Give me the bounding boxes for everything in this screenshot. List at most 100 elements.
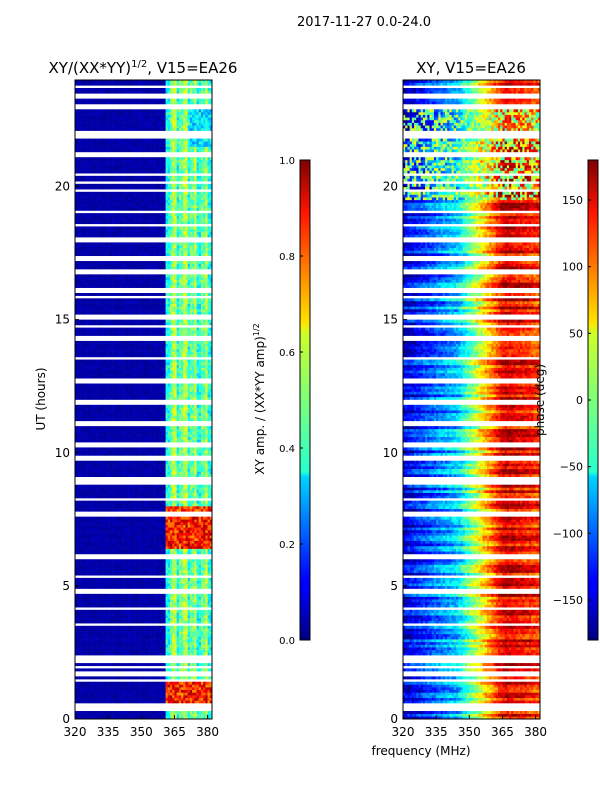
heatmap-cell bbox=[166, 628, 169, 631]
heatmap-cell bbox=[84, 618, 87, 621]
heatmap-cell bbox=[197, 644, 200, 647]
heatmap-cell bbox=[197, 437, 200, 440]
heatmap-cell bbox=[130, 570, 133, 573]
heatmap-cell bbox=[97, 517, 100, 520]
heatmap-cell bbox=[161, 644, 164, 647]
heatmap-cell bbox=[130, 676, 133, 679]
heatmap-cell bbox=[77, 490, 80, 493]
heatmap-cell bbox=[188, 668, 191, 671]
heatmap-cell bbox=[128, 485, 131, 488]
heatmap-cell bbox=[130, 636, 133, 639]
heatmap-cell bbox=[203, 549, 206, 552]
heatmap-cell bbox=[110, 474, 113, 477]
heatmap-cell bbox=[150, 642, 153, 645]
heatmap-cell bbox=[188, 474, 191, 477]
heatmap-cell bbox=[152, 698, 155, 701]
heatmap-cell bbox=[159, 682, 162, 685]
heatmap-cell bbox=[170, 543, 173, 546]
heatmap-cell bbox=[124, 615, 127, 618]
heatmap-cell bbox=[79, 631, 82, 634]
heatmap-cell bbox=[179, 573, 182, 576]
heatmap-cell bbox=[161, 551, 164, 554]
heatmap-cell bbox=[163, 463, 166, 466]
heatmap-cell bbox=[183, 466, 186, 469]
heatmap-cell bbox=[106, 636, 109, 639]
heatmap-cell bbox=[185, 522, 188, 525]
heatmap-cell bbox=[104, 439, 107, 442]
heatmap-cell bbox=[130, 597, 133, 600]
heatmap-cell bbox=[157, 583, 160, 586]
heatmap-cell bbox=[121, 469, 124, 472]
heatmap-cell bbox=[199, 469, 202, 472]
heatmap-cell bbox=[155, 471, 158, 474]
heatmap-cell bbox=[88, 543, 91, 546]
heatmap-cell bbox=[188, 509, 191, 512]
heatmap-cell bbox=[130, 463, 133, 466]
heatmap-cell bbox=[205, 493, 208, 496]
heatmap-cell bbox=[82, 549, 85, 552]
heatmap-cell bbox=[113, 527, 116, 530]
heatmap-cell bbox=[205, 509, 208, 512]
heatmap-cell bbox=[77, 684, 80, 687]
heatmap-cell bbox=[90, 567, 93, 570]
heatmap-cell bbox=[190, 586, 193, 589]
heatmap-cell bbox=[170, 711, 173, 714]
heatmap-cell bbox=[126, 578, 129, 581]
heatmap-cell bbox=[166, 453, 169, 456]
heatmap-cell bbox=[115, 647, 118, 650]
heatmap-cell bbox=[203, 493, 206, 496]
heatmap-cell bbox=[130, 700, 133, 703]
heatmap-cell bbox=[115, 652, 118, 655]
heatmap-cell bbox=[190, 578, 193, 581]
heatmap-cell bbox=[152, 533, 155, 536]
heatmap-cell bbox=[82, 631, 85, 634]
heatmap-cell bbox=[90, 469, 93, 472]
heatmap-cell bbox=[121, 450, 124, 453]
heatmap-cell bbox=[192, 650, 195, 653]
heatmap-cell bbox=[205, 530, 208, 533]
heatmap-cell bbox=[115, 692, 118, 695]
heatmap-cell bbox=[137, 714, 140, 717]
heatmap-cell bbox=[190, 466, 193, 469]
heatmap-cell bbox=[163, 437, 166, 440]
heatmap-cell bbox=[185, 533, 188, 536]
heatmap-cell bbox=[95, 573, 98, 576]
heatmap-cell bbox=[128, 620, 131, 623]
heatmap-cell bbox=[79, 644, 82, 647]
heatmap-cell bbox=[86, 517, 89, 520]
heatmap-cell bbox=[170, 503, 173, 506]
heatmap-cell bbox=[161, 684, 164, 687]
heatmap-cell bbox=[132, 530, 135, 533]
heatmap-cell bbox=[113, 695, 116, 698]
heatmap-cell bbox=[124, 506, 127, 509]
heatmap-cell bbox=[205, 695, 208, 698]
heatmap-cell bbox=[113, 501, 116, 504]
heatmap-cell bbox=[170, 605, 173, 608]
heatmap-cell bbox=[77, 682, 80, 685]
heatmap-cell bbox=[155, 628, 158, 631]
heatmap-cell bbox=[121, 711, 124, 714]
heatmap-cell bbox=[102, 628, 105, 631]
heatmap-cell bbox=[119, 581, 122, 584]
heatmap-cell bbox=[172, 559, 175, 562]
heatmap-cell bbox=[197, 605, 200, 608]
heatmap-cell bbox=[185, 714, 188, 717]
heatmap-cell bbox=[106, 613, 109, 616]
heatmap-cell bbox=[104, 586, 107, 589]
heatmap-cell bbox=[185, 461, 188, 464]
heatmap-cell bbox=[79, 668, 82, 671]
heatmap-cell bbox=[144, 493, 147, 496]
heatmap-cell bbox=[148, 583, 151, 586]
heatmap-cell bbox=[95, 613, 98, 616]
heatmap-cell bbox=[137, 668, 140, 671]
heatmap-cell bbox=[84, 647, 87, 650]
heatmap-cell bbox=[159, 594, 162, 597]
heatmap-cell bbox=[128, 567, 131, 570]
heatmap-cell bbox=[139, 469, 142, 472]
heatmap-cell bbox=[203, 466, 206, 469]
heatmap-cell bbox=[104, 546, 107, 549]
heatmap-cell bbox=[77, 692, 80, 695]
heatmap-cell bbox=[79, 485, 82, 488]
heatmap-cell bbox=[185, 668, 188, 671]
heatmap-cell bbox=[185, 647, 188, 650]
